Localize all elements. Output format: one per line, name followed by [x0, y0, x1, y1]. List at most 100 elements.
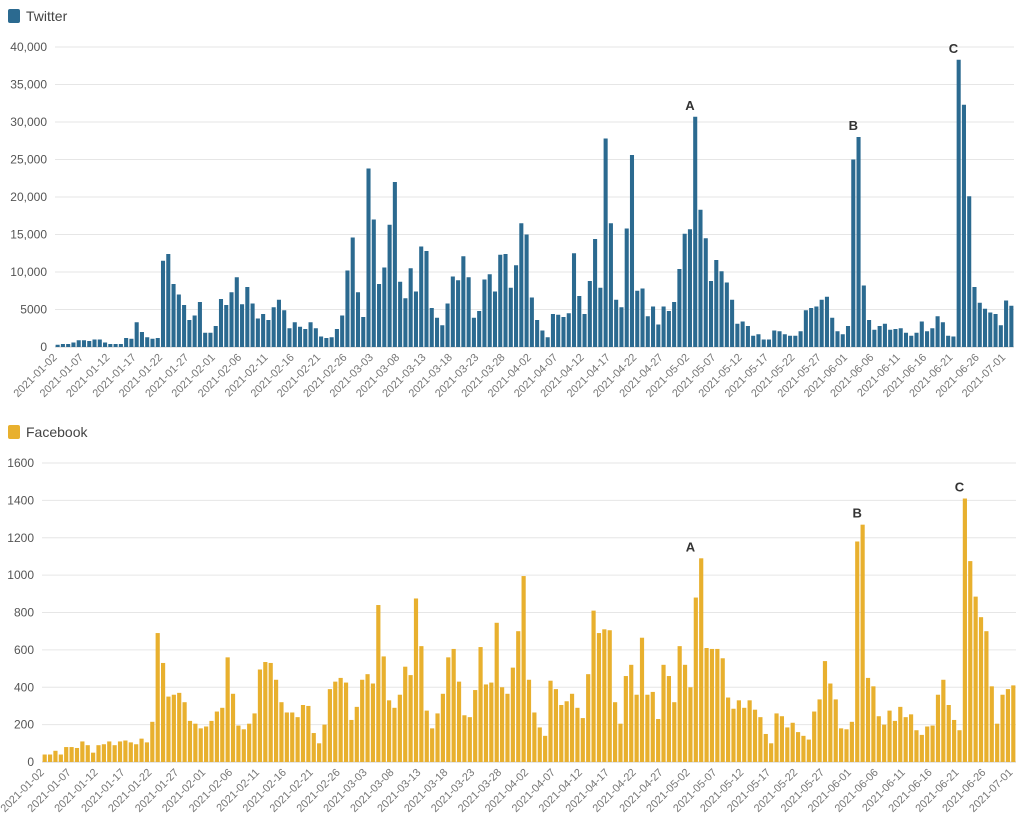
bar [58, 754, 63, 762]
bar [160, 260, 166, 347]
bar [656, 324, 661, 347]
bar [730, 299, 735, 347]
bar [240, 304, 245, 347]
bar [245, 287, 250, 347]
bar [129, 338, 134, 347]
bar [64, 747, 69, 762]
bar [724, 282, 729, 347]
bar [419, 646, 424, 762]
bar [482, 279, 487, 347]
y-tick-label: 0 [40, 340, 47, 354]
bar [103, 342, 108, 347]
bar [471, 317, 476, 347]
bar [355, 292, 361, 347]
annotation-label: B [849, 118, 858, 133]
bar [234, 277, 239, 347]
bar [995, 723, 1000, 762]
bar [593, 239, 598, 347]
bar [703, 238, 708, 347]
bar [521, 576, 526, 762]
bar [392, 182, 397, 347]
bar [769, 743, 774, 762]
bar [535, 320, 540, 347]
bar [166, 254, 171, 347]
bar [97, 339, 102, 347]
bar [704, 648, 709, 762]
twitter-legend[interactable]: Twitter [8, 8, 67, 24]
bar [747, 700, 752, 762]
bar [946, 335, 951, 347]
bar [187, 320, 192, 347]
bar [292, 322, 297, 347]
bar [338, 677, 343, 762]
facebook-legend-swatch [8, 425, 20, 439]
bar [887, 710, 892, 762]
bar [795, 732, 801, 762]
bar [197, 302, 202, 347]
bar [569, 693, 575, 762]
y-tick-label: 35,000 [10, 78, 47, 92]
bar [319, 336, 324, 347]
bar [66, 344, 71, 347]
bar [71, 342, 76, 347]
bar [930, 725, 935, 762]
facebook-legend[interactable]: Facebook [8, 424, 87, 440]
bar [397, 694, 402, 762]
bar [250, 303, 255, 347]
bar [855, 541, 860, 762]
bar [577, 296, 582, 347]
bar [69, 747, 74, 762]
annotation-label: A [685, 98, 695, 113]
bar [952, 719, 957, 762]
bar [255, 318, 260, 347]
annotation-label: B [853, 506, 862, 521]
bar [888, 329, 893, 347]
bar [261, 314, 266, 347]
bar [772, 330, 777, 347]
bar [993, 314, 998, 347]
y-tick-label: 400 [14, 680, 34, 694]
bar [107, 741, 112, 762]
bar [529, 297, 534, 347]
bar [677, 269, 682, 347]
bar [613, 702, 618, 762]
bar [867, 320, 872, 347]
bar [793, 335, 798, 347]
bar [287, 328, 292, 347]
bar [403, 666, 408, 762]
bar [145, 337, 150, 347]
y-tick-label: 5000 [20, 303, 47, 317]
bar [777, 331, 782, 347]
bar [311, 733, 316, 762]
y-tick-label: 1200 [7, 531, 34, 545]
bar [661, 664, 666, 762]
bar [483, 684, 489, 762]
bar [204, 726, 209, 762]
bar [408, 675, 413, 762]
y-tick-label: 10,000 [10, 265, 47, 279]
bar [430, 728, 435, 762]
bar [537, 727, 542, 762]
bar [715, 648, 720, 762]
bar [85, 745, 90, 762]
bar [276, 299, 281, 347]
bar [639, 637, 645, 762]
bar [580, 718, 585, 762]
bar [96, 745, 101, 762]
bar [941, 679, 946, 762]
bar [961, 104, 966, 347]
y-tick-label: 40,000 [10, 40, 47, 54]
bar [978, 617, 984, 762]
bar [268, 662, 273, 762]
bar [635, 290, 640, 347]
bar [798, 331, 803, 347]
bar [150, 721, 155, 762]
bar [940, 322, 945, 347]
bar [354, 706, 359, 762]
bar [719, 271, 724, 347]
bar [623, 676, 628, 762]
twitter-legend-swatch [8, 9, 20, 23]
bar [327, 689, 332, 762]
bar [171, 694, 176, 762]
bar [833, 699, 838, 762]
